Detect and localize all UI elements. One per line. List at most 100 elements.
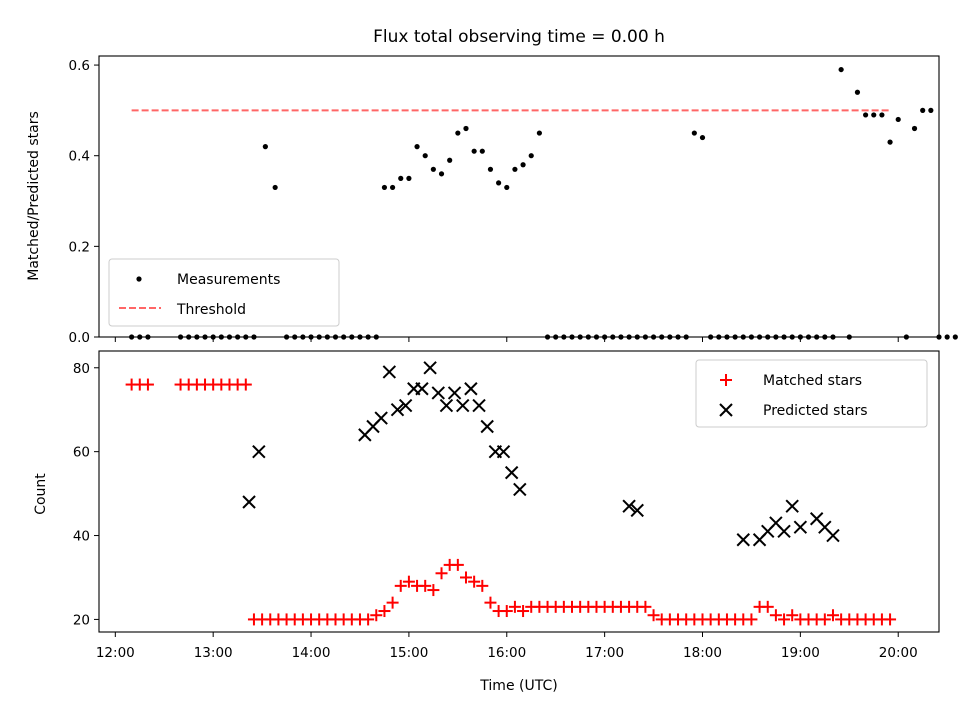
predicted-point-b xyxy=(736,533,750,547)
predicted-point-b xyxy=(622,499,636,513)
matched-point xyxy=(826,609,839,622)
matched-point xyxy=(647,609,660,622)
measurement-point xyxy=(504,184,510,191)
predicted-point xyxy=(622,499,636,513)
measurement-point xyxy=(895,116,901,123)
matched-point xyxy=(778,613,791,626)
predicted-point xyxy=(785,499,799,513)
matched-point xyxy=(141,378,154,391)
matched-point xyxy=(402,575,415,588)
top-plot-frame xyxy=(98,55,940,338)
matched-point xyxy=(239,378,252,391)
matched-point xyxy=(378,605,391,618)
predicted-point-b xyxy=(382,365,397,379)
measurement-point xyxy=(512,166,518,172)
measurement-point xyxy=(186,334,192,340)
x-tick-label: 13:00 xyxy=(194,645,233,661)
measurement-point xyxy=(520,162,526,168)
predicted-point-b xyxy=(769,516,783,530)
measurement-point xyxy=(748,334,755,340)
measurement-point xyxy=(944,334,950,340)
measurement-point xyxy=(496,180,502,186)
measurement-point xyxy=(659,334,665,340)
measurement-point xyxy=(920,107,926,113)
measurement-layer xyxy=(129,66,958,340)
y-tick-label: 80 xyxy=(73,361,90,377)
predicted-point-b xyxy=(447,386,462,400)
predicted-point-b xyxy=(431,386,445,400)
measurement-point xyxy=(536,130,542,136)
measurement-point xyxy=(528,153,534,159)
legend-predicted-label: Predicted stars xyxy=(763,403,868,419)
measurement-point xyxy=(235,334,241,340)
top-legend: Measurements Threshold xyxy=(108,258,340,327)
measurement-point xyxy=(724,334,730,340)
predicted-point xyxy=(439,398,454,413)
measurement-point xyxy=(324,334,330,340)
measurement-point xyxy=(177,334,184,340)
matched-point xyxy=(459,571,472,584)
y-tick-label: 0.4 xyxy=(69,149,90,165)
measurement-point xyxy=(911,125,918,132)
top-panel: 0.0 0.2 0.4 0.6 Matched/Predicted stars Mea… xyxy=(26,55,958,346)
measurement-point xyxy=(585,334,591,340)
matched-point xyxy=(484,596,497,609)
measurement-point xyxy=(553,334,559,340)
measurement-point xyxy=(879,112,885,118)
predicted-point-b xyxy=(777,524,791,539)
measurement-point xyxy=(642,334,649,340)
measurement-point xyxy=(226,334,233,340)
measurement-point xyxy=(626,334,632,340)
x-tick-label: 12:00 xyxy=(96,645,135,661)
measurement-point xyxy=(447,157,453,163)
measurement-point xyxy=(389,184,396,191)
measurement-point xyxy=(341,334,347,340)
predicted-point-b xyxy=(252,444,266,459)
matched-point xyxy=(435,567,448,580)
measurement-point xyxy=(691,130,697,136)
predicted-point xyxy=(242,495,256,509)
top-x-axis xyxy=(114,337,899,342)
x-tick-label: 14:00 xyxy=(292,645,331,661)
predicted-point-b xyxy=(630,503,644,518)
measurement-point xyxy=(773,334,779,340)
measurement-point xyxy=(487,166,494,172)
chart-title: Flux total observing time = 0.00 h xyxy=(373,27,665,47)
predicted-point xyxy=(382,365,397,379)
measurement-point xyxy=(732,334,738,340)
predicted-point-b xyxy=(390,403,405,417)
x-tick-label: 16:00 xyxy=(487,645,526,661)
predicted-point xyxy=(423,361,437,375)
measurement-point xyxy=(814,334,820,340)
predicted-point xyxy=(472,398,486,413)
predicted-point xyxy=(390,403,405,417)
measurement-point xyxy=(634,334,640,340)
measurement-point xyxy=(789,334,795,340)
measurement-point xyxy=(683,334,689,340)
legend-predicted-marker xyxy=(719,403,733,417)
predicted-point xyxy=(398,398,413,413)
matched-point xyxy=(761,600,774,613)
predicted-point-b xyxy=(809,512,824,526)
predicted-point-b xyxy=(818,520,832,534)
y-tick-label: 60 xyxy=(73,445,90,461)
y-tick-label: 20 xyxy=(73,612,90,628)
legend-matched-marker xyxy=(720,374,732,386)
bottom-y-axis: 20 40 60 80 xyxy=(73,361,99,628)
measurement-point xyxy=(936,334,942,340)
measurement-point xyxy=(846,334,852,340)
predicted-point-b xyxy=(826,528,840,543)
matched-point xyxy=(786,609,799,622)
measurement-point xyxy=(365,334,371,340)
y-tick-label: 0.2 xyxy=(69,239,90,255)
predicted-point-b xyxy=(374,411,388,425)
measurement-point xyxy=(194,334,200,340)
measurement-point xyxy=(272,184,278,191)
measurement-point xyxy=(765,334,771,340)
predicted-point-b xyxy=(785,499,799,513)
predicted-point-b xyxy=(398,398,413,413)
x-tick-label: 18:00 xyxy=(683,645,722,661)
top-y-axis: 0.0 0.2 0.4 0.6 xyxy=(69,58,99,346)
matched-point xyxy=(818,613,831,626)
measurement-point xyxy=(137,334,143,340)
